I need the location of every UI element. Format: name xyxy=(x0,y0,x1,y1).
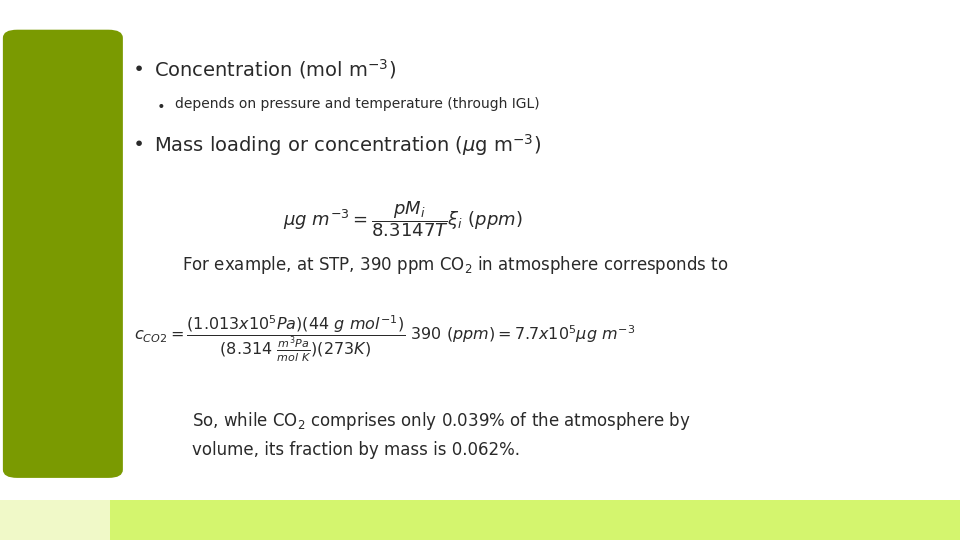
FancyBboxPatch shape xyxy=(0,500,110,540)
Text: $\mu g\ m^{-3} = \dfrac{pM_i}{8.3147T}\xi_i\ (ppm)$: $\mu g\ m^{-3} = \dfrac{pM_i}{8.3147T}\x… xyxy=(283,200,523,239)
Text: Concentration (mol m$^{-3}$): Concentration (mol m$^{-3}$) xyxy=(154,57,396,80)
Text: So, while CO$_2$ comprises only 0.039% of the atmosphere by
volume, its fraction: So, while CO$_2$ comprises only 0.039% o… xyxy=(192,410,691,459)
FancyBboxPatch shape xyxy=(110,500,960,540)
FancyBboxPatch shape xyxy=(3,30,123,478)
Text: $\bullet$: $\bullet$ xyxy=(156,97,165,111)
Text: For example, at STP, 390 ppm CO$_2$ in atmosphere corresponds to: For example, at STP, 390 ppm CO$_2$ in a… xyxy=(182,254,729,276)
Text: $c_{CO2} = \dfrac{(1.013x10^5Pa)(44\ g\ mol^{-1})}{(8.314\ \frac{m^3Pa}{mol\ K}): $c_{CO2} = \dfrac{(1.013x10^5Pa)(44\ g\ … xyxy=(134,313,636,363)
Text: $\bullet$: $\bullet$ xyxy=(132,132,142,151)
Text: depends on pressure and temperature (through IGL): depends on pressure and temperature (thr… xyxy=(175,97,540,111)
Text: $\bullet$: $\bullet$ xyxy=(132,57,142,76)
Text: Mass loading or concentration ($\mu$g m$^{-3}$): Mass loading or concentration ($\mu$g m$… xyxy=(154,132,540,158)
